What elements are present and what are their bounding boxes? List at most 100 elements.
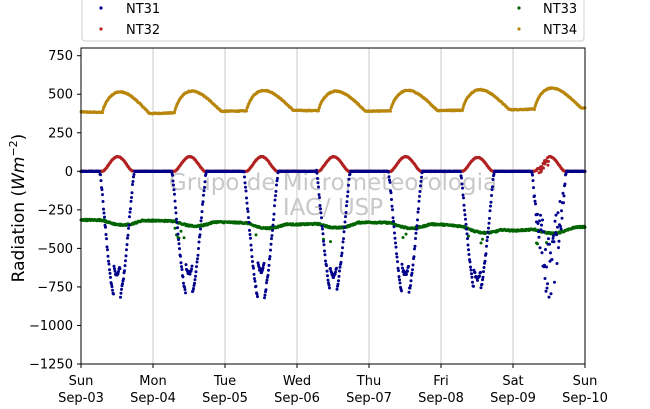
point-nt31	[490, 188, 494, 192]
point-nt31	[337, 274, 341, 278]
point-nt31	[173, 192, 176, 196]
point-nt32	[546, 163, 550, 167]
point-nt31	[394, 241, 397, 245]
point-nt31	[563, 182, 567, 186]
point-nt31	[472, 284, 475, 288]
point-nt31	[491, 185, 494, 189]
point-nt31	[484, 252, 488, 256]
point-nt31	[103, 215, 106, 219]
point-nt31	[409, 279, 413, 283]
watermark-line-2: IAG/ USP	[283, 195, 383, 221]
point-nt32	[543, 162, 547, 166]
point-nt31	[344, 215, 347, 219]
point-nt31	[413, 247, 416, 251]
point-nt31	[201, 202, 204, 206]
point-nt31	[387, 175, 391, 179]
point-nt31	[347, 183, 350, 187]
point-nt31	[479, 286, 483, 290]
point-nt31	[264, 288, 268, 292]
point-nt31	[179, 254, 182, 258]
point-nt31	[199, 227, 202, 231]
point-nt34	[173, 111, 176, 115]
point-nt31	[104, 225, 107, 229]
point-nt31	[470, 272, 473, 276]
point-nt31	[178, 247, 181, 251]
point-nt31	[411, 263, 415, 267]
point-nt31	[244, 185, 247, 189]
point-nt31	[204, 172, 208, 176]
point-nt31	[247, 220, 251, 224]
point-nt33	[479, 241, 483, 245]
y-axis: −1250 −1000 −750 −500 −250 0 250 500 750	[29, 49, 81, 373]
point-nt31	[322, 239, 325, 243]
x-tick-day: Sun	[573, 374, 598, 389]
point-nt31	[315, 171, 319, 175]
point-nt31	[123, 264, 127, 268]
point-nt31	[99, 179, 103, 183]
point-nt31	[339, 260, 343, 264]
point-nt31	[395, 255, 399, 259]
point-nt31	[269, 248, 272, 252]
point-nt31	[401, 266, 404, 270]
point-nt31	[190, 264, 194, 268]
point-nt31	[341, 240, 345, 244]
point-nt31	[246, 207, 249, 211]
point-nt31	[316, 177, 319, 180]
point-nt31	[174, 211, 178, 215]
point-nt31	[460, 176, 463, 180]
point-nt31	[267, 263, 271, 267]
point-nt31	[113, 269, 117, 273]
point-nt31	[488, 216, 491, 220]
point-nt31	[482, 266, 486, 269]
point-nt31	[273, 204, 276, 208]
point-nt31	[125, 248, 128, 252]
point-nt31	[100, 188, 104, 192]
point-nt31	[531, 173, 534, 177]
point-nt31	[252, 272, 256, 276]
point-nt31	[195, 265, 198, 269]
point-nt31	[250, 255, 254, 259]
point-nt31	[113, 267, 116, 271]
point-nt31	[345, 200, 349, 204]
point-nt31	[269, 242, 273, 246]
point-nt31	[317, 193, 321, 197]
point-nt31	[411, 268, 414, 272]
point-nt31	[122, 277, 125, 281]
point-nt31	[112, 264, 116, 268]
point-nt31	[321, 232, 325, 236]
point-nt31	[266, 273, 270, 277]
point-nt31	[541, 218, 544, 222]
point-nt31	[342, 230, 346, 234]
point-nt31	[341, 246, 344, 250]
point-nt31	[414, 231, 418, 235]
point-nt31	[482, 270, 485, 274]
point-nt31	[318, 204, 322, 207]
point-nt31	[253, 279, 257, 283]
point-nt31	[391, 216, 395, 220]
point-nt31	[121, 282, 124, 286]
point-nt31	[468, 260, 472, 264]
point-nt31	[560, 209, 563, 213]
point-nt31	[417, 199, 421, 203]
point-nt31	[489, 200, 493, 204]
point-nt31	[551, 236, 555, 240]
point-nt31	[329, 267, 332, 271]
point-nt31	[340, 254, 343, 258]
point-nt31	[320, 216, 323, 220]
point-nt31	[197, 247, 200, 250]
point-nt31	[174, 206, 177, 210]
x-tick-date: Sep-10	[562, 391, 608, 406]
point-nt31	[193, 281, 196, 285]
legend-marker-nt31	[99, 6, 103, 10]
point-nt31	[117, 270, 120, 273]
point-nt31	[202, 189, 206, 193]
point-nt31	[400, 262, 404, 266]
point-nt31	[407, 290, 411, 294]
point-nt31	[322, 243, 326, 247]
point-nt31	[196, 253, 200, 257]
point-nt31	[400, 289, 403, 293]
data-points	[79, 86, 587, 300]
watermark-line-1: Grupo de Micrometeorologia	[169, 170, 497, 196]
point-nt31	[275, 179, 279, 183]
point-nt31	[462, 196, 465, 200]
